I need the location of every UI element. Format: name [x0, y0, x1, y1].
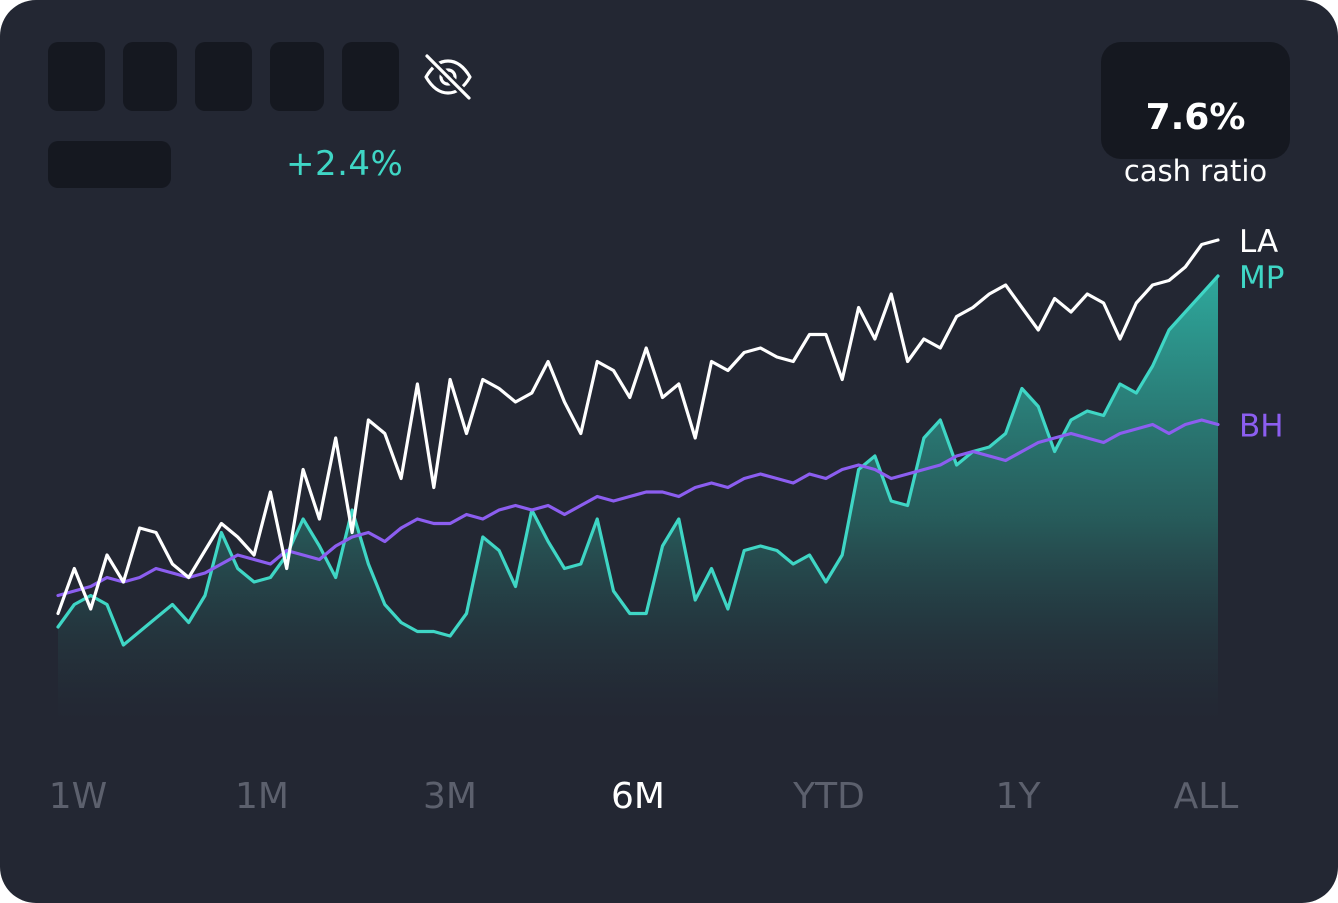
series-line-mp [56, 274, 1220, 647]
timeframe-tabs: 1W 1M 3M 6M YTD 1Y ALL [0, 776, 1338, 826]
tab-3m[interactable]: 3M [423, 776, 477, 817]
cash-ratio-badge: 7.6% cash ratio [1101, 42, 1290, 187]
hidden-balance-digit [48, 42, 105, 111]
tab-6m[interactable]: 6M [611, 776, 665, 817]
series-area-mp [58, 276, 1218, 720]
cash-ratio-value: 7.6% [1145, 97, 1246, 138]
tab-all[interactable]: ALL [1173, 776, 1239, 817]
hidden-balance-digit [342, 42, 399, 111]
series-line-bh [56, 418, 1220, 598]
tab-1w[interactable]: 1W [48, 776, 108, 817]
hidden-change-amount [48, 141, 171, 188]
cash-ratio-label: cash ratio [1123, 154, 1268, 188]
tab-1y[interactable]: 1Y [995, 776, 1041, 817]
series-label-mp: MP [1239, 260, 1284, 296]
change-percent: +2.4% [286, 144, 404, 184]
tab-1m[interactable]: 1M [235, 776, 289, 817]
tab-ytd[interactable]: YTD [793, 776, 865, 817]
hidden-balance-digit [195, 42, 252, 111]
hidden-balance-digit [270, 42, 324, 111]
series-label-la: LA [1239, 224, 1278, 260]
eye-off-icon[interactable] [420, 52, 476, 102]
series-line-la [56, 238, 1220, 616]
hidden-balance-digit [123, 42, 177, 111]
series-label-bh: BH [1239, 409, 1284, 445]
